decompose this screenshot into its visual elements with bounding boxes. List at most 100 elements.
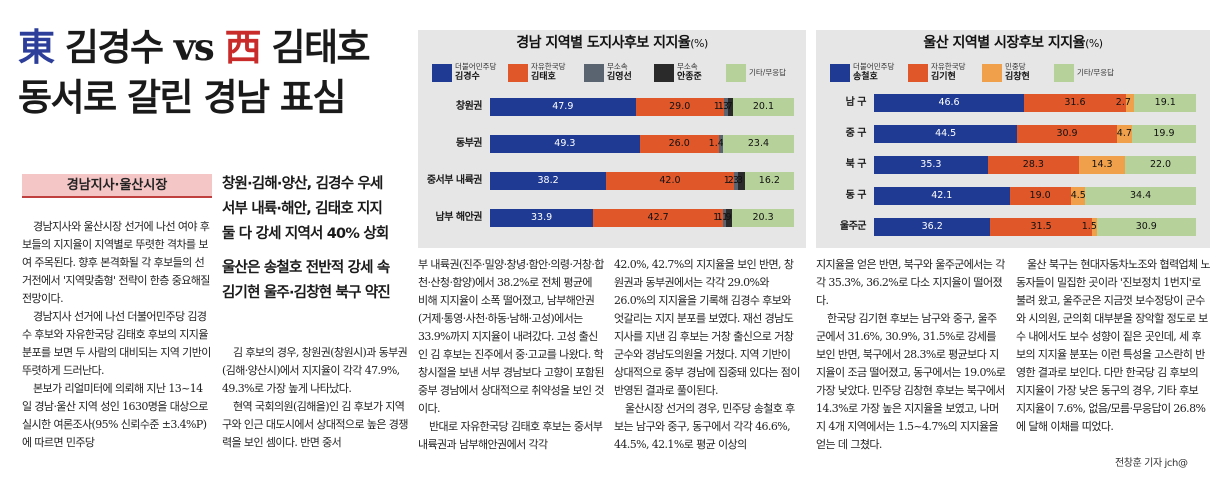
body-column-6: 울산 북구는 현대자동차노조와 협력업체 노동자들이 밀집한 곳이라 '진보정치… (1016, 256, 1211, 436)
legend-swatch (982, 64, 1002, 82)
chart-unit: (%) (1085, 37, 1103, 50)
bar-segment: 2.3 (728, 172, 745, 190)
subhead-line: 김기현 울주·김창현 북구 약진 (222, 285, 391, 301)
category-label: 창원권 (455, 101, 483, 112)
bar-segment: 34.4 (1085, 187, 1196, 205)
bar-segment: 42.7 (593, 209, 724, 227)
legend-candidate: 송철호 (853, 72, 878, 82)
bar-row: 동 구 42.1 19.0 4.5 34.4 (816, 187, 1210, 205)
bar-segment: 4.7 (1116, 125, 1132, 143)
bar-row: 울주군 36.231.51.530.9 (816, 218, 1210, 236)
bar-track: 49.326.01.423.4 (490, 135, 794, 153)
bar-segment: 36.2 (874, 218, 991, 236)
bar-segment: 47.9 (490, 98, 636, 116)
legend-party: 민중당 (1005, 62, 1026, 71)
legend-candidate: 안종준 (677, 72, 702, 82)
subhead-line: 둘 다 강세 지역서 40% 상회 (222, 226, 389, 242)
bar-segment: 1.7 (718, 98, 733, 116)
hanja-east: 東 (18, 25, 55, 69)
bar-segment: 49.3 (490, 135, 640, 153)
paragraph: 반대로 자유한국당 김태호 후보는 중서부 내륙권과 남부해안권에서 각각 (418, 420, 603, 451)
paragraph: 42.0%, 42.7%의 지지율을 보인 반면, 창원권과 동부권에서는 각각… (614, 258, 800, 397)
legend-candidate: 김경수 (455, 72, 480, 82)
bar-segment: 16.2 (744, 172, 794, 190)
bar-track: 46.6 31.6 2.7 19.1 (874, 94, 1196, 112)
section-tag: 경남지사·울산시장 (22, 174, 212, 198)
paragraph: 현역 국회의원(김해을)인 김 후보가 지역구와 인근 대도시에서 상대적으로 … (222, 400, 408, 449)
bar-segment: 1.5 (1082, 218, 1097, 236)
subhead-gyeongnam: 창원·김해·양산, 김경수 우세 서부 내륙·해안, 김태호 지지 둘 다 강세… (222, 172, 412, 247)
bar-segment: 44.5 (874, 125, 1018, 143)
legend-party: 무소속 (607, 62, 628, 71)
bar-segment: 22.0 (1125, 156, 1196, 174)
bar-track: 33.942.71.11.920.3 (490, 209, 794, 227)
headline-line-1: 東 김경수 vs 西 김태호 (18, 22, 398, 72)
bar-segment: 2.7 (1116, 94, 1135, 112)
body-column-3: 부 내륙권(진주·밀양·창녕·함안·의령·거창·합천·산청·함양)에서 38.2… (418, 256, 604, 454)
legend-party: 무소속 (677, 62, 698, 71)
bar-segment: 20.1 (732, 98, 794, 116)
bar-row: 남부 해안권 33.942.71.11.920.3 (418, 209, 806, 227)
body-column-4: 42.0%, 42.7%의 지지율을 보인 반면, 창원권과 동부권에서는 각각… (614, 256, 802, 454)
headline: 東 김경수 vs 西 김태호 동서로 갈린 경남 표심 (18, 22, 398, 122)
bar-segment: 19.9 (1131, 125, 1196, 143)
legend-label: 기타/무응답 (1077, 68, 1115, 77)
legend-swatch (584, 64, 604, 82)
subhead-line: 창원·김해·양산, 김경수 우세 (222, 176, 383, 192)
bar-track: 36.231.51.530.9 (874, 218, 1196, 236)
paragraph: 한국당 김기현 후보는 남구와 중구, 울주군에서 31.6%, 30.9%, … (816, 312, 1006, 451)
bar-segment: 29.0 (635, 98, 724, 116)
bar-track: 38.242.01.32.316.2 (490, 172, 794, 190)
bar-segment: 14.3 (1078, 156, 1126, 174)
bar-segment: 19.0 (1009, 187, 1071, 205)
legend-party: 자유한국당 (531, 62, 566, 71)
bar-segment: 30.9 (1096, 218, 1196, 236)
chart-legend: 더불어민주당 송철호 자유한국당 김기현 민중당 김창현 기타/무응답 (816, 62, 1210, 90)
paragraph: 김 후보의 경우, 창원권(창원시)과 동부권(김해·양산시)에서 지지율이 각… (222, 346, 408, 395)
legend-candidate: 김기현 (931, 72, 956, 82)
bar-segment: 33.9 (490, 209, 594, 227)
legend-party: 자유한국당 (931, 62, 966, 71)
category-label: 중 구 (845, 128, 867, 139)
legend-swatch (830, 64, 850, 82)
hanja-west: 西 (224, 25, 262, 69)
bar-segment: 46.6 (874, 94, 1025, 112)
bar-row: 중서부 내륙권 38.242.01.32.316.2 (418, 172, 806, 190)
bar-segment: 19.1 (1134, 94, 1196, 112)
bar-segment: 31.6 (1024, 94, 1126, 112)
bar-track: 35.3 28.3 14.3 22.0 (874, 156, 1196, 174)
paragraph: 경남지사 선거에 나선 더불어민주당 김경수 후보와 자유한국당 김태호 후보의… (22, 310, 211, 377)
bar-row: 남 구 46.6 31.6 2.7 19.1 (816, 94, 1210, 112)
paragraph: 울산 북구는 현대자동차노조와 협력업체 노동자들이 밀집한 곳이라 '진보정치… (1016, 258, 1211, 433)
category-label: 울주군 (839, 221, 867, 232)
paragraph: 부 내륙권(진주·밀양·창녕·함안·의령·거창·합천·산청·함양)에서 38.2… (418, 258, 604, 415)
legend-candidate: 김영선 (607, 72, 632, 82)
legend-swatch (726, 64, 746, 82)
bar-segment: 42.0 (606, 172, 734, 190)
bar-row: 창원권 47.929.01.31.720.1 (418, 98, 806, 116)
bar-row: 동부권 49.326.01.423.4 (418, 135, 806, 153)
paragraph: 지지율을 얻은 반면, 북구와 울주군에서는 각각 35.3%, 36.2%로 … (816, 258, 1005, 307)
bar-segment: 31.5 (990, 218, 1092, 236)
legend-swatch (1054, 64, 1074, 82)
bar-track: 42.1 19.0 4.5 34.4 (874, 187, 1196, 205)
legend-swatch (654, 64, 674, 82)
bar-segment: 38.2 (490, 172, 607, 190)
category-label: 중서부 내륙권 (426, 175, 483, 186)
legend-swatch (908, 64, 928, 82)
bar-segment: 1.4 (709, 135, 724, 153)
bar-segment: 26.0 (639, 135, 719, 153)
subhead-line: 서부 내륙·해안, 김태호 지지 (222, 201, 383, 217)
headline-line-2: 동서로 갈린 경남 표심 (18, 75, 347, 119)
gyeongnam-support-chart: 경남 지역별 도지사후보 지지율(%) 더불어민주당 김경수 자유한국당 김태호 무소속… (418, 30, 806, 248)
headline-part: 김태호 (260, 25, 370, 69)
headline-part: 김경수 vs (53, 25, 225, 69)
legend-swatch (432, 64, 452, 82)
paragraph: 울산시장 선거의 경우, 민주당 송철호 후보는 남구와 중구, 동구에서 각각… (614, 402, 795, 451)
bar-row: 북 구 35.3 28.3 14.3 22.0 (816, 156, 1210, 174)
paragraph: 경남지사와 울산시장 선거에 나선 여야 후보들의 지지율이 지역별로 뚜렷한 … (22, 220, 210, 305)
bar-segment: 1.9 (716, 209, 733, 227)
body-column-2: 김 후보의 경우, 창원권(창원시)과 동부권(김해·양산시)에서 지지율이 각… (222, 344, 408, 452)
subhead-ulsan: 울산은 송철호 전반적 강세 속 김기현 울주·김창현 북구 약진 (222, 256, 412, 306)
bar-track: 44.5 30.9 4.7 19.9 (874, 125, 1196, 143)
